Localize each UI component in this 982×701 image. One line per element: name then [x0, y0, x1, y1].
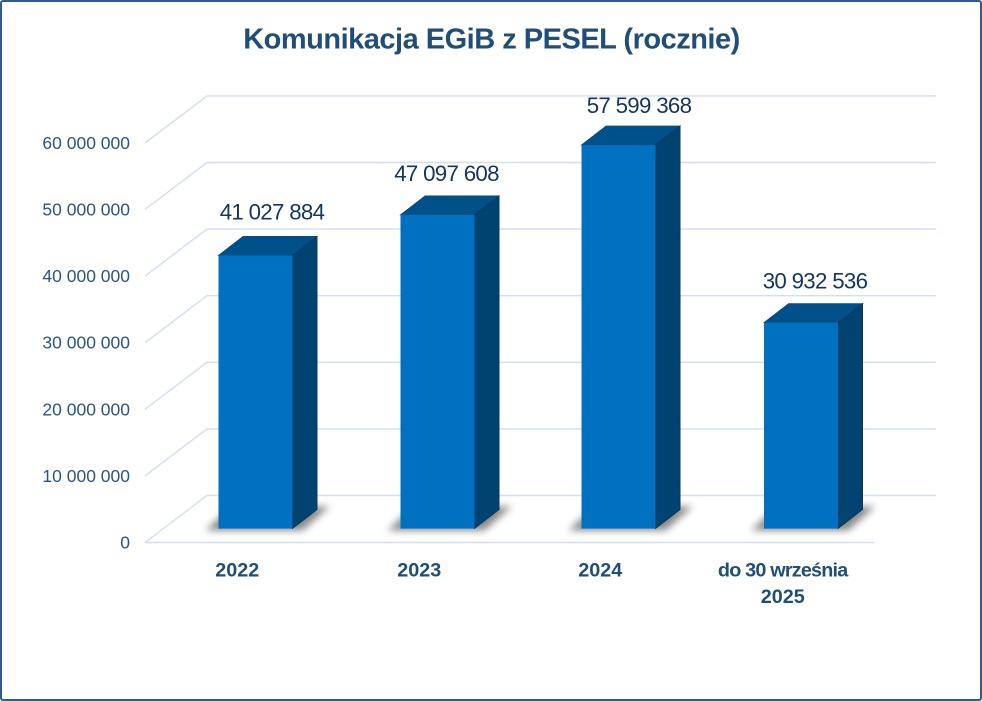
svg-text:10 000 000: 10 000 000: [42, 466, 130, 486]
svg-text:2023: 2023: [397, 560, 441, 582]
svg-text:Komunikacja EGiB z PESEL (rocz: Komunikacja EGiB z PESEL (rocznie): [243, 24, 740, 56]
svg-text:30 000 000: 30 000 000: [42, 333, 130, 353]
svg-text:40 000 000: 40 000 000: [42, 266, 130, 286]
svg-text:30 932 536: 30 932 536: [763, 269, 868, 294]
svg-text:47 097 608: 47 097 608: [394, 161, 499, 186]
svg-text:60 000 000: 60 000 000: [42, 133, 130, 153]
svg-text:2022: 2022: [215, 560, 259, 582]
svg-text:50 000 000: 50 000 000: [42, 200, 130, 220]
svg-text:0: 0: [120, 533, 130, 553]
svg-text:do 30 września: do 30 września: [718, 560, 849, 582]
svg-text:41 027 884: 41 027 884: [220, 200, 325, 225]
svg-text:57 599 368: 57 599 368: [587, 93, 692, 118]
svg-text:2024: 2024: [578, 560, 622, 582]
svg-text:20 000 000: 20 000 000: [42, 399, 130, 419]
svg-text:2025: 2025: [761, 586, 805, 608]
